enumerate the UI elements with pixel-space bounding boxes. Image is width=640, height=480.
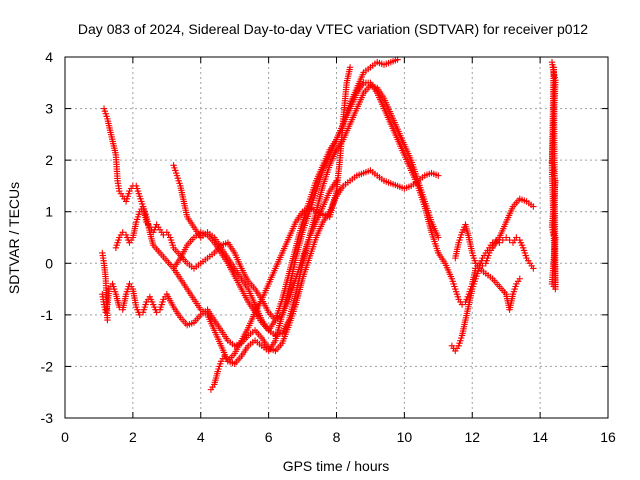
data-points bbox=[99, 56, 559, 393]
track-3-point bbox=[119, 229, 126, 236]
y-tick-label: -1 bbox=[41, 307, 54, 323]
y-tick-label: 3 bbox=[45, 101, 53, 117]
track-1-point bbox=[153, 309, 160, 316]
x-tick-label: 16 bbox=[600, 429, 616, 445]
y-tick-labels: -3 -2 -1 0 1 2 3 4 bbox=[41, 49, 54, 426]
y-axis-label: SDTVAR / TECUs bbox=[6, 182, 22, 294]
x-tick-label: 2 bbox=[129, 429, 137, 445]
y-tick-label: 0 bbox=[45, 255, 53, 271]
x-tick-labels: 0 2 4 6 8 10 12 14 16 bbox=[61, 429, 616, 445]
track-11-point bbox=[104, 316, 111, 324]
x-tick-label: 14 bbox=[532, 429, 548, 445]
y-tick-label: -3 bbox=[41, 410, 54, 426]
track-3-point bbox=[435, 234, 442, 241]
track-1-point bbox=[136, 311, 143, 319]
grid-lines bbox=[65, 57, 608, 418]
track-8-point bbox=[458, 301, 466, 308]
track-9-point bbox=[516, 275, 523, 282]
track-8-point bbox=[530, 203, 537, 210]
axis-ticks bbox=[64, 56, 609, 419]
x-tick-label: 12 bbox=[464, 429, 480, 445]
x-axis-label: GPS time / hours bbox=[283, 458, 390, 474]
y-tick-label: 4 bbox=[45, 49, 53, 65]
y-tick-label: -2 bbox=[41, 358, 54, 374]
x-tick-label: 4 bbox=[197, 429, 205, 445]
y-tick-label: 2 bbox=[45, 152, 53, 168]
track-7-point bbox=[502, 234, 510, 241]
x-tick-label: 0 bbox=[61, 429, 69, 445]
x-tick-label: 8 bbox=[333, 429, 341, 445]
track-6-point bbox=[346, 64, 354, 71]
track-10-point bbox=[552, 283, 559, 290]
track-7-point bbox=[530, 265, 537, 272]
track-2-point bbox=[333, 177, 340, 184]
x-tick-label: 6 bbox=[265, 429, 273, 445]
x-tick-label: 10 bbox=[397, 429, 413, 445]
track-1-point bbox=[435, 172, 442, 179]
chart-title: Day 083 of 2024, Sidereal Day-to-day VTE… bbox=[78, 21, 588, 37]
track-7-point bbox=[513, 234, 520, 241]
y-tick-label: 1 bbox=[45, 204, 53, 220]
